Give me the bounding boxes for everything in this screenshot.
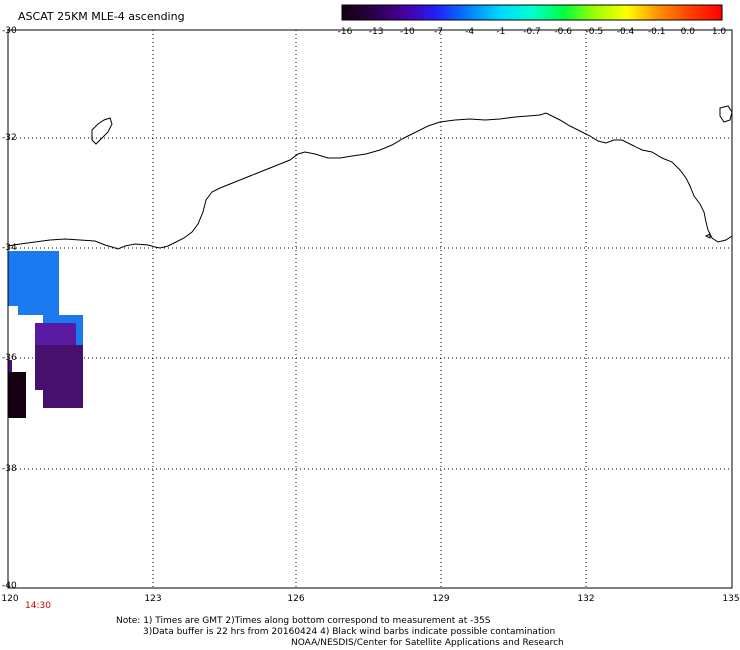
swath-cell bbox=[8, 372, 26, 418]
swath-cell bbox=[8, 251, 59, 306]
swath-cell bbox=[43, 315, 83, 352]
colorbar bbox=[341, 4, 723, 21]
scatterometer-swath bbox=[8, 251, 83, 418]
colorbar-tick-label: -1 bbox=[496, 27, 506, 37]
lon-label: 123 bbox=[144, 594, 162, 604]
colorbar-tick-label: -0.1 bbox=[647, 27, 666, 37]
swath-cell bbox=[43, 365, 83, 408]
pass-time-label: 14:30 bbox=[25, 601, 51, 611]
note-line-2: 3)Data buffer is 22 hrs from 20160424 4)… bbox=[143, 627, 556, 637]
coastline bbox=[7, 112, 733, 250]
lon-label: 120 bbox=[1, 594, 19, 604]
colorbar-gradient bbox=[342, 5, 722, 20]
map-title: ASCAT 25KM MLE-4 ascending bbox=[18, 10, 185, 23]
swath-cell bbox=[18, 295, 59, 315]
note-line-1: Note: 1) Times are GMT 2)Times along bot… bbox=[116, 616, 491, 626]
lat-label: -36 bbox=[2, 353, 17, 363]
lon-label: 132 bbox=[577, 594, 595, 604]
island bbox=[719, 105, 733, 123]
colorbar-tick-label: -16 bbox=[337, 27, 353, 37]
lon-label: 129 bbox=[432, 594, 450, 604]
lat-label: -32 bbox=[2, 133, 17, 143]
map-frame bbox=[7, 29, 733, 589]
island bbox=[704, 233, 711, 239]
island bbox=[91, 117, 113, 145]
colorbar-tick-label: -7 bbox=[434, 27, 443, 37]
colorbar-tick-label: 0.0 bbox=[680, 27, 695, 37]
swath-cell bbox=[35, 323, 76, 353]
note-line-3: NOAA/NESDIS/Center for Satellite Applica… bbox=[291, 638, 564, 648]
swath-cell bbox=[35, 345, 83, 390]
colorbar-tick-label: -0.6 bbox=[554, 27, 572, 37]
lon-label: 126 bbox=[287, 594, 305, 604]
graticule bbox=[8, 30, 732, 588]
colorbar-tick-label: -13 bbox=[368, 27, 384, 37]
colorbar-tick-label: -10 bbox=[399, 27, 415, 37]
lat-label: -38 bbox=[2, 464, 17, 474]
lat-label: -40 bbox=[2, 581, 17, 591]
lat-label: -30 bbox=[2, 26, 17, 36]
colorbar-tick-label: 1.0 bbox=[711, 27, 727, 37]
lon-label: 135 bbox=[722, 594, 740, 604]
colorbar-tick-label: -4 bbox=[465, 27, 475, 37]
lat-label: -34 bbox=[2, 243, 17, 253]
colorbar-tick-label: -0.7 bbox=[523, 27, 541, 37]
colorbar-tick-label: -0.4 bbox=[616, 27, 635, 37]
colorbar-tick-label: -0.5 bbox=[585, 27, 604, 37]
